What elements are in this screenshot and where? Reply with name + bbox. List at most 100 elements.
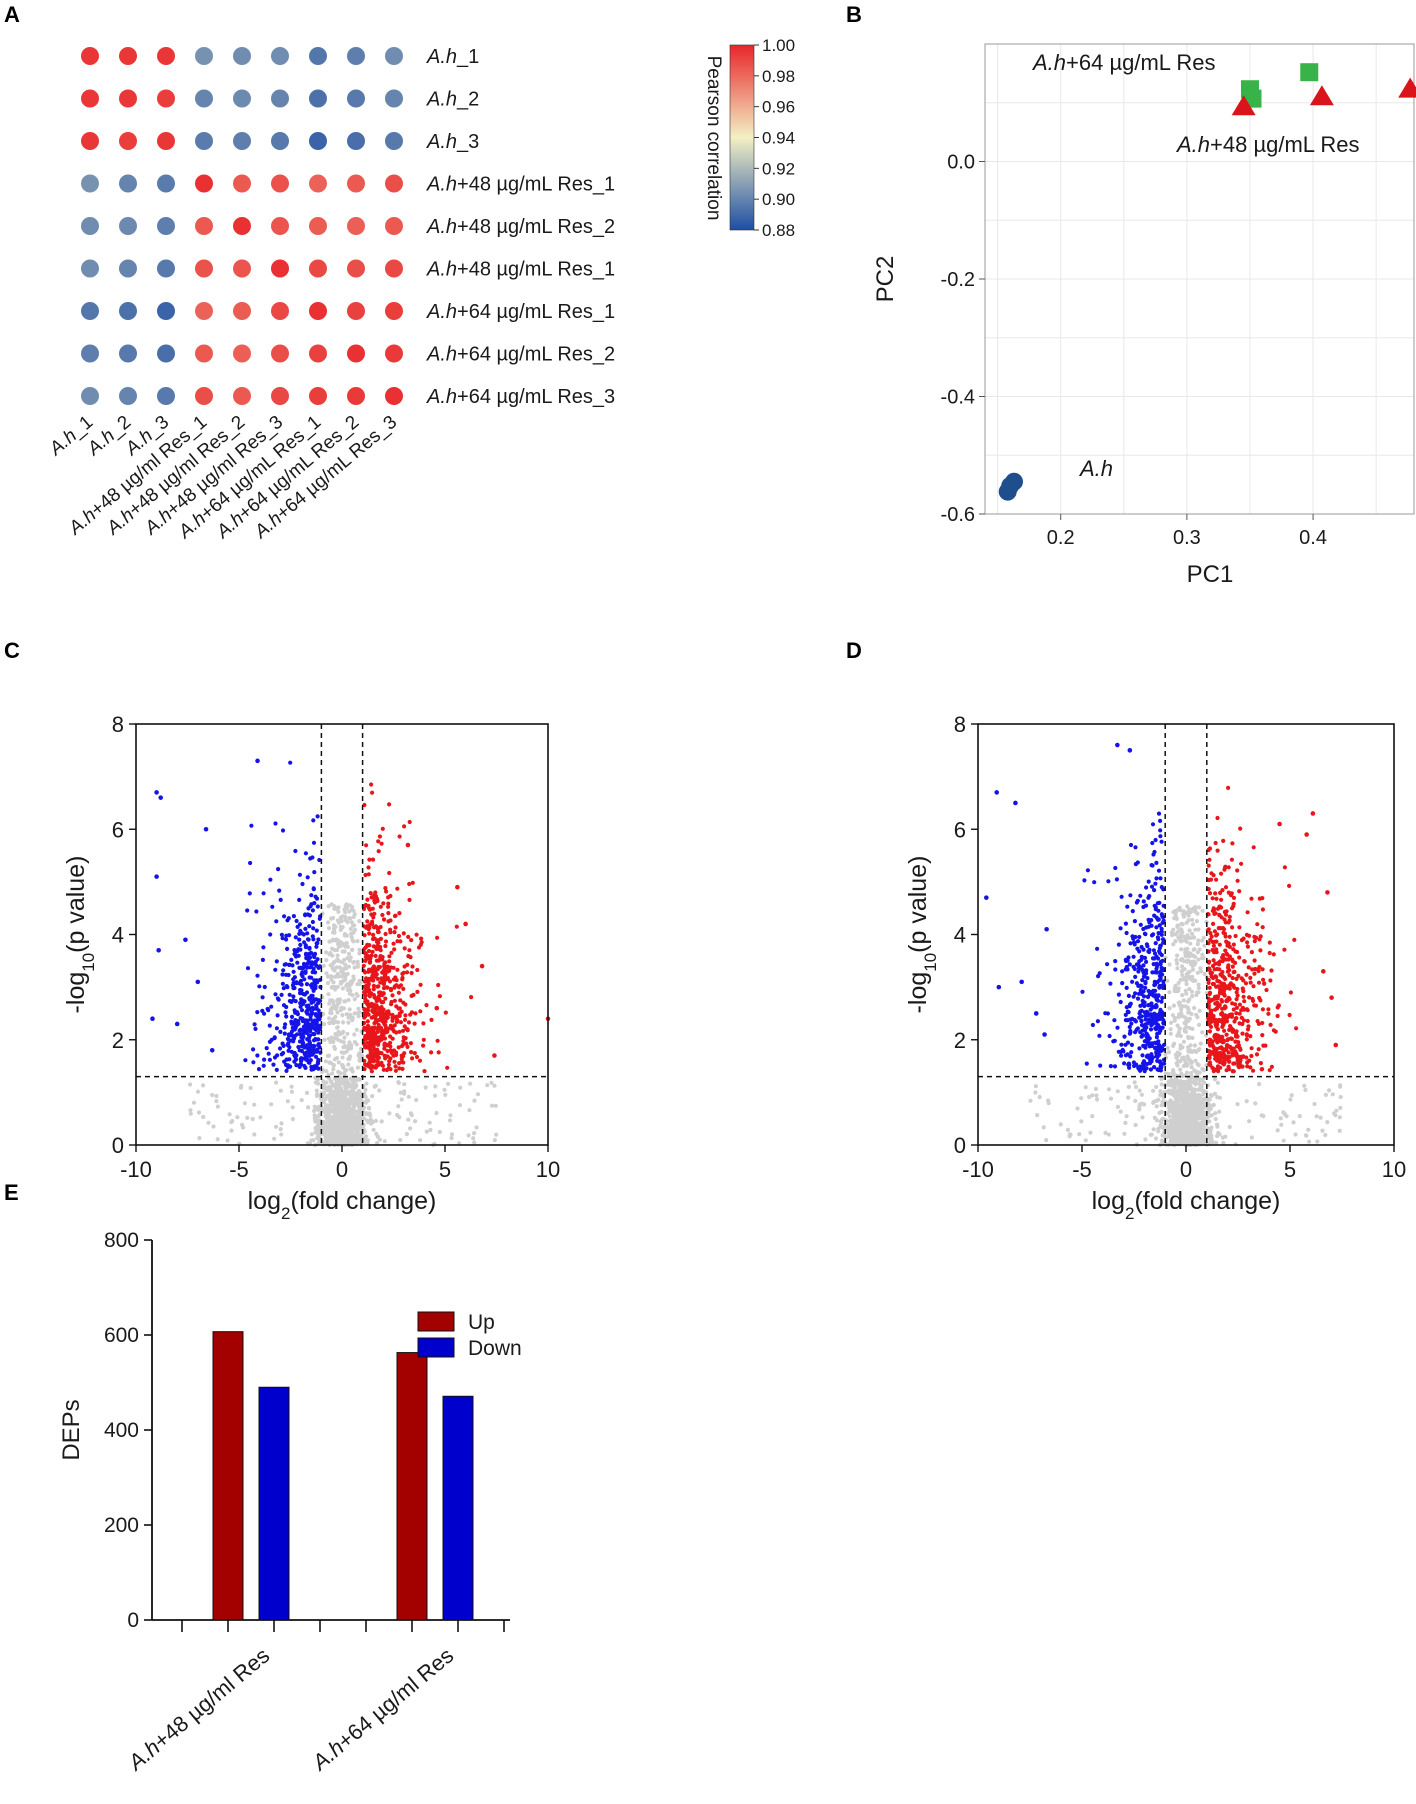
up-point [361,963,366,968]
ns-point [344,941,349,946]
up-point [1248,980,1253,985]
down-point [256,1067,262,1072]
ns-point [336,1060,341,1065]
ns-point [341,966,346,972]
down-point [183,937,188,943]
down-point [314,978,319,983]
down-point [302,992,307,997]
ns-point [1115,1089,1120,1094]
down-point [154,874,159,879]
ns-point [330,1083,335,1088]
up-point [416,945,422,950]
ns-point [338,979,344,985]
up-point [370,857,376,862]
up-point [1208,1037,1213,1042]
ns-point [1195,911,1200,916]
ns-point [352,1040,357,1045]
ns-point [363,1094,368,1099]
up-point [397,1061,402,1066]
ns-point [1171,1003,1176,1008]
ns-point [1173,932,1178,937]
ns-point [227,1112,232,1117]
ns-point [335,1116,340,1121]
correlation-dot [233,344,251,363]
ns-point [1202,971,1207,977]
correlation-dot [271,174,289,193]
ns-point [1201,1068,1206,1073]
up-point [366,1012,371,1017]
ns-point [333,974,338,979]
down-point [285,1036,290,1042]
ns-point [336,1096,341,1101]
ns-point [344,1102,349,1107]
up-point [363,1035,368,1040]
ns-point [1190,922,1195,927]
row-label: A.h_2 [426,89,479,111]
down-point [292,951,297,957]
down-point [298,1004,303,1009]
up-point [379,1000,384,1005]
down-point [308,955,313,960]
up-point [1210,947,1215,953]
down-point [1160,1025,1165,1030]
ns-point [1208,1106,1213,1111]
correlation-dot [271,47,289,65]
up-point [1231,1007,1236,1012]
up-point [1225,998,1230,1004]
ns-point [1156,1129,1161,1134]
down-point [293,848,298,854]
ns-point [196,1110,202,1115]
down-point [1119,1053,1124,1058]
up-point [371,987,376,992]
ns-point [1183,1127,1188,1132]
up-point [1223,865,1228,870]
down-point [284,937,289,942]
correlation-dot [233,47,251,65]
ns-point [333,1007,338,1012]
up-point [1260,925,1265,930]
ns-point [350,1109,355,1114]
up-point [1239,1008,1244,1013]
down-point [260,995,265,1000]
up-point [363,993,368,998]
ns-point [406,1094,411,1099]
ns-point [1166,1082,1171,1087]
ns-point [492,1083,497,1088]
ns-point [1189,1125,1194,1130]
up-point [1220,1011,1225,1016]
down-point [1148,1067,1153,1072]
up-point [1227,918,1232,923]
up-point [1223,885,1229,890]
up-point [1207,959,1212,964]
up-point [424,1003,429,1008]
label-italic-part: A.h [426,89,457,111]
ns-point [349,920,354,925]
down-point [288,760,293,765]
ns-point [1158,1089,1163,1094]
ns-point [1196,982,1201,987]
ns-point [330,953,335,958]
ns-point [1181,1113,1187,1118]
ns-point [314,1088,319,1093]
correlation-dot [195,47,213,65]
ns-point [1304,1133,1309,1138]
ns-point [1106,1132,1111,1137]
down-point [1152,1065,1157,1070]
up-point [1227,1059,1232,1064]
ns-point [215,1104,220,1109]
down-point [282,1025,287,1030]
up-point [1267,1068,1272,1073]
ns-point [332,1046,338,1051]
up-point [401,1038,406,1044]
ns-point [1200,1088,1205,1093]
ns-point [1178,939,1183,944]
ns-point [349,935,354,940]
x-tick-label: 0.2 [1047,527,1075,549]
up-point [380,826,385,831]
ns-point [1320,1128,1325,1133]
up-point [1245,910,1250,915]
ns-point [472,1140,477,1145]
ns-point [1179,964,1185,969]
ns-point [1180,922,1185,927]
down-point [299,1059,304,1064]
